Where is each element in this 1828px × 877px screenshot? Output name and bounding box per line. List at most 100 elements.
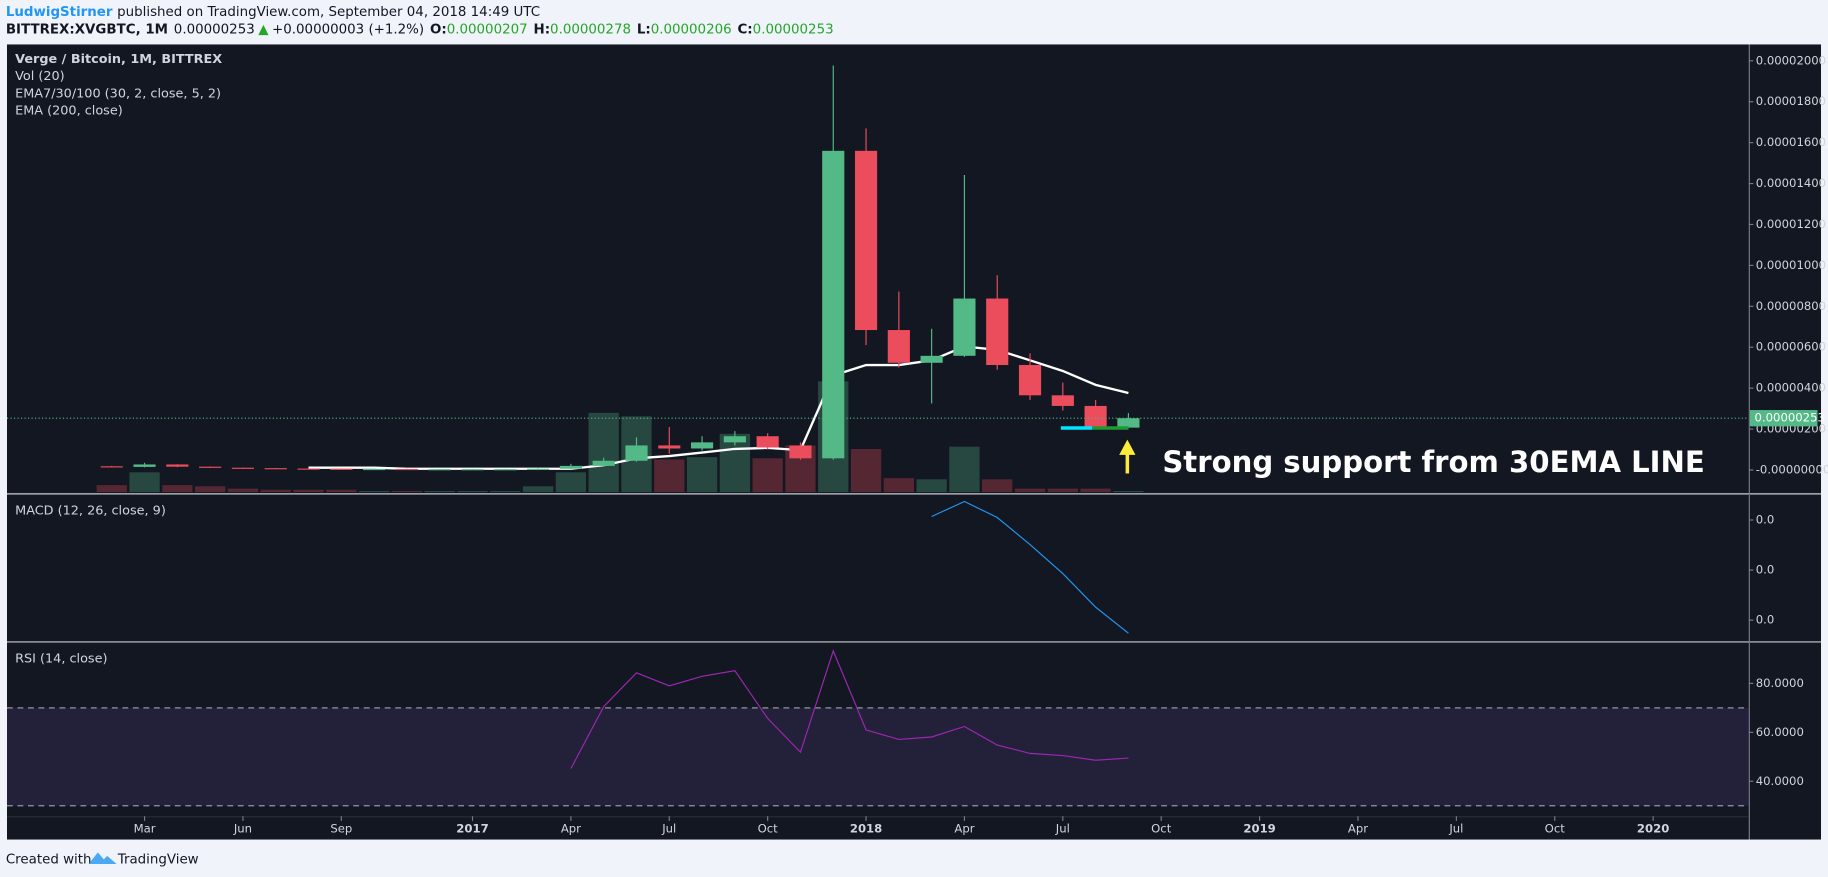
arrow: ▲	[258, 22, 269, 37]
volume-bar	[752, 458, 783, 493]
last-price-label: 0.00000253	[1755, 411, 1825, 425]
last-price-box	[1749, 410, 1818, 427]
candle-body	[494, 469, 517, 471]
x-tick-label: Apr	[561, 822, 581, 836]
ohlc-label: O:	[430, 22, 447, 37]
volume-bar	[129, 472, 160, 493]
y-tick-label: 0.0	[1756, 512, 1775, 526]
volume-bar	[1080, 488, 1111, 493]
volume-bar	[96, 485, 127, 493]
volume-bar	[293, 489, 324, 493]
volume-bar	[883, 478, 914, 493]
annotation: Strong support from 30EMA LINE	[1162, 445, 1704, 479]
symbol-line: BITTREX:XVGBTC, 1M 0.00000253 ▲ +0.00000003…	[6, 22, 834, 37]
created-with: Created with	[6, 852, 92, 867]
candle-body	[395, 468, 418, 471]
y-tick-label: 0.00001600	[1756, 135, 1826, 149]
volume-bar	[1047, 488, 1078, 493]
x-tick-label: Oct	[1545, 822, 1566, 836]
last: 0.00000253	[174, 22, 255, 37]
candle-body	[330, 468, 353, 470]
volume-bar	[260, 489, 291, 493]
x-tick-label: Jul	[1448, 822, 1463, 836]
x-tick-label: 2018	[850, 822, 882, 836]
y-tick-label: 0.00001800	[1756, 94, 1826, 108]
y-tick-label: -0.00000000	[1756, 462, 1828, 476]
candle-body	[1084, 405, 1107, 427]
ohlc-label: L:	[637, 22, 651, 37]
indicator-line	[570, 649, 1129, 769]
candle-body	[953, 298, 976, 356]
volume-bar	[850, 448, 882, 493]
ohlc-value: 0.00000278	[550, 22, 631, 37]
y-tick-label: 0.00001200	[1756, 217, 1826, 231]
brand[interactable]: TradingView	[117, 852, 199, 867]
volume-bar	[1014, 488, 1046, 493]
volume-bar	[162, 485, 193, 493]
ohlc-label: H:	[533, 22, 550, 37]
y-tick-label: 40.0000	[1756, 774, 1804, 788]
chart-area	[6, 44, 1822, 840]
candle-body	[592, 460, 615, 466]
candle-body	[887, 330, 910, 363]
candle-body	[854, 150, 878, 331]
candle-body	[822, 150, 845, 459]
y-tick-label: 0.00001000	[1756, 258, 1826, 272]
candle-body	[756, 436, 779, 448]
volume-bar	[555, 472, 587, 493]
pane-title: RSI (14, close)	[15, 651, 107, 666]
volume-bar	[1113, 490, 1144, 493]
legend-item: EMA (200, close)	[15, 104, 123, 119]
y-tick-label: 60.0000	[1756, 725, 1804, 739]
x-tick-label: 2019	[1243, 822, 1275, 836]
candle-body	[133, 464, 156, 467]
candle-body	[920, 355, 943, 363]
volume-bar	[522, 486, 554, 493]
y-tick-label: 0.00000600	[1756, 340, 1826, 354]
volume-bar	[391, 490, 423, 493]
change: +0.00000003 (+1.2%)	[272, 22, 424, 37]
y-tick-label: 0.00000400	[1756, 381, 1826, 395]
candle-body	[264, 468, 287, 470]
volume-bar	[982, 479, 1013, 493]
candle-body	[1117, 418, 1140, 428]
volume-bar	[457, 490, 488, 493]
candle-body	[297, 468, 320, 470]
y-tick-label: 0.00000800	[1756, 299, 1826, 313]
candle-body	[166, 464, 189, 467]
legend-item: Vol (20)	[15, 69, 65, 84]
y-tick-label: 0.0	[1756, 563, 1775, 577]
candle-body	[658, 445, 681, 449]
candle-body	[461, 469, 484, 471]
candle-body	[789, 445, 812, 459]
legend-item: EMA7/30/100 (30, 2, close, 5, 2)	[15, 86, 221, 101]
x-tick-label: 2020	[1637, 822, 1669, 836]
published: published on TradingView.com, September …	[117, 5, 540, 20]
x-tick-label: Oct	[758, 822, 779, 836]
symbol: BITTREX:XVGBTC, 1M	[6, 22, 168, 37]
author[interactable]: LudwigStirner	[6, 5, 113, 20]
volume-bar	[588, 412, 619, 493]
volume-bar	[654, 459, 685, 493]
candle-body	[625, 445, 648, 461]
plots: Mar Jun Sep 2017 Apr Jul Oct 2018 Apr Jul Oct 2019 A…	[6, 52, 1828, 836]
candle-body	[231, 467, 255, 469]
ohlc-value: 0.00000253	[753, 22, 834, 37]
candle-body	[199, 466, 222, 468]
candle-body	[986, 298, 1009, 366]
y-tick-label: 0.00001400	[1756, 176, 1826, 190]
x-tick-label: Jul	[1055, 822, 1070, 836]
header-line: LudwigStirner published on TradingView.co…	[6, 5, 540, 20]
volume-bar	[194, 486, 226, 493]
volume-bar	[227, 488, 259, 493]
x-tick-label: Mar	[134, 822, 156, 836]
x-tick-label: Apr	[1348, 822, 1368, 836]
candle-body	[1018, 365, 1042, 396]
logo[interactable]	[88, 852, 117, 865]
x-tick-label: Apr	[954, 822, 974, 836]
candle-body	[723, 436, 746, 443]
candle-body	[559, 465, 582, 469]
ohlc-label: C:	[737, 22, 752, 37]
x-tick-label: 2017	[456, 822, 488, 836]
